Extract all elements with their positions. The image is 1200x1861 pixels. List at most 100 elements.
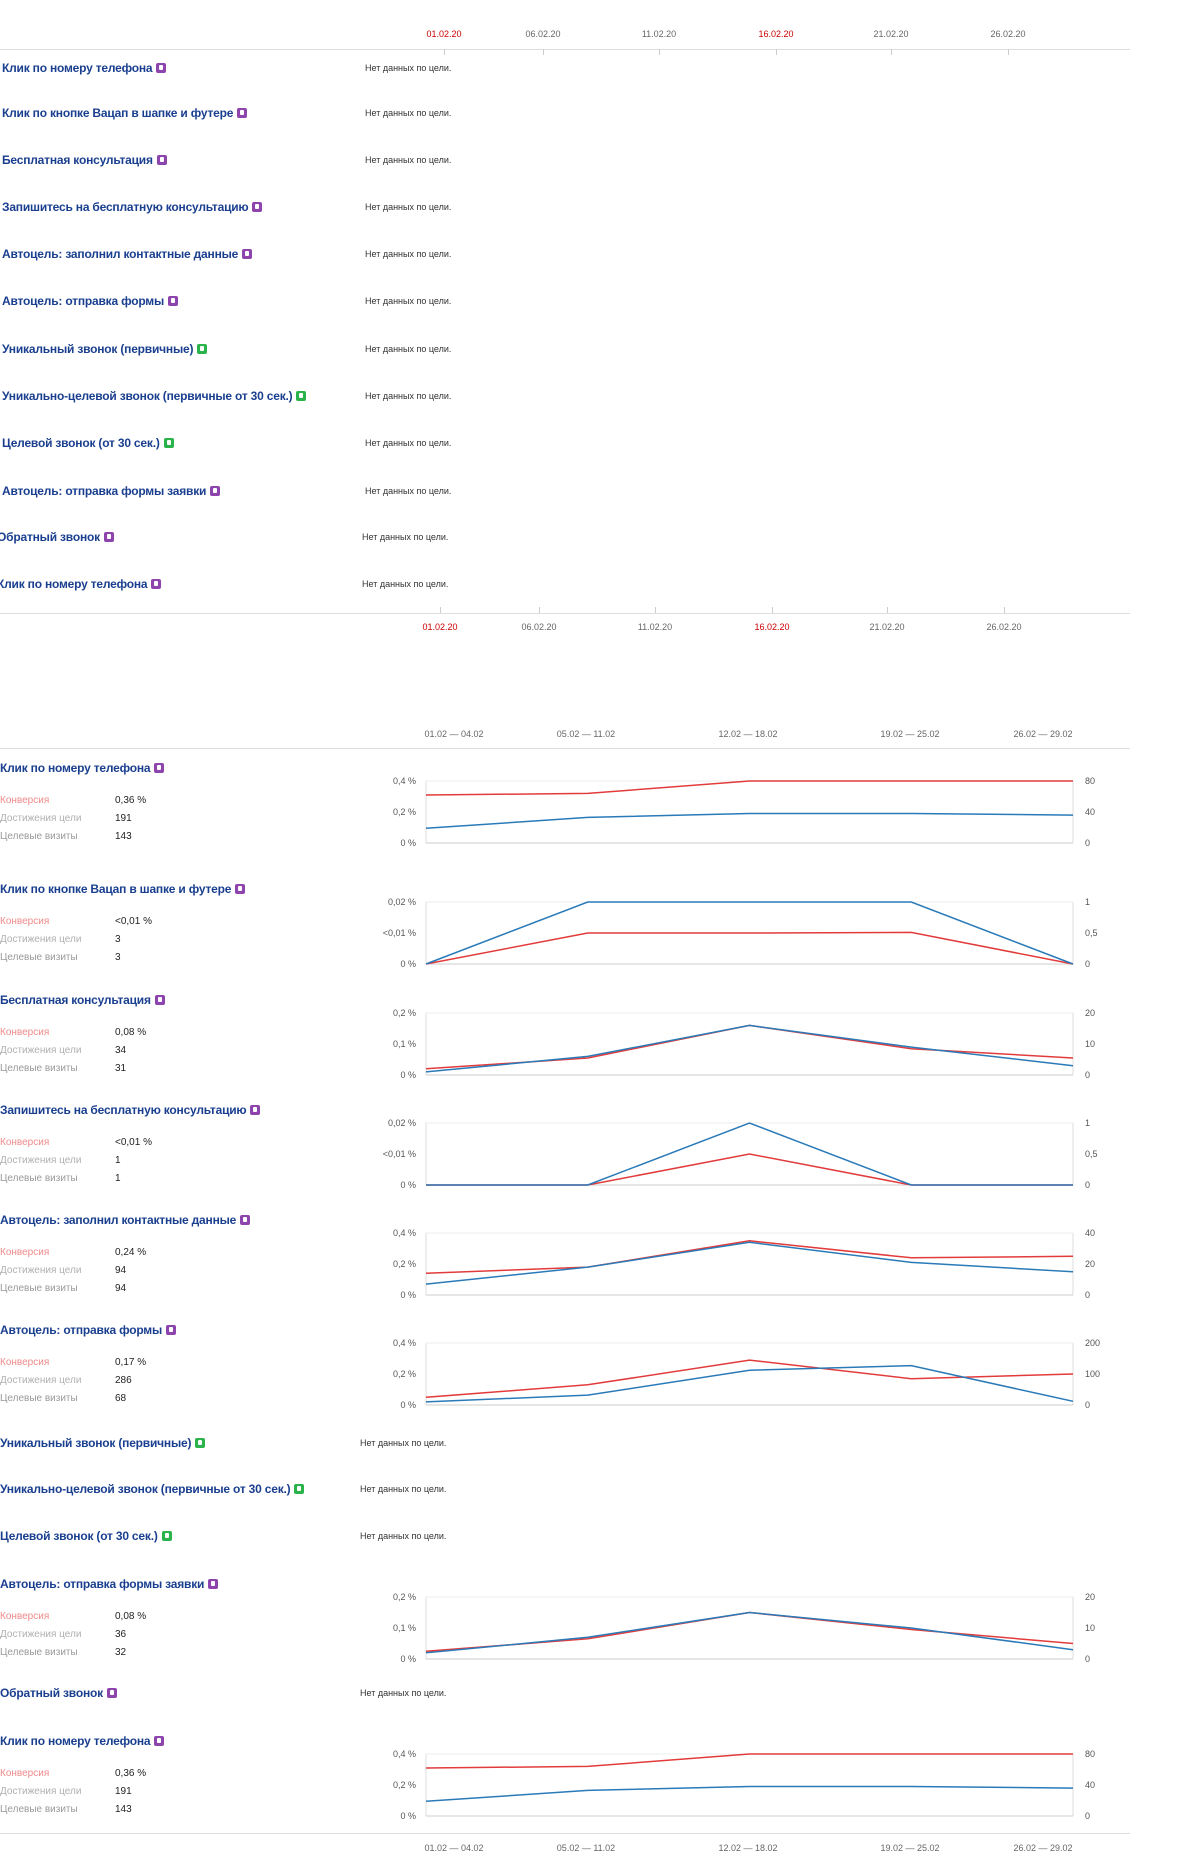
conversion-label: Конверсия xyxy=(0,795,50,806)
goal-link[interactable]: Автоцель: отправка формы xyxy=(2,294,179,308)
left-axis-tick-label: 0,4 % xyxy=(393,1338,416,1348)
left-axis-tick-label: <0,01 % xyxy=(383,1149,416,1159)
right-axis-tick-label: 1 xyxy=(1085,897,1090,907)
conversion-series-line xyxy=(425,780,1073,796)
conversion-label: Конверсия xyxy=(0,1137,50,1148)
bottom-footer-period-axis-line xyxy=(0,1833,1130,1834)
right-axis-tick-label: 10 xyxy=(1085,1039,1095,1049)
goal-name: Уникальный звонок (первичные) xyxy=(2,342,194,356)
bottom-header-period-axis-line xyxy=(0,748,1130,749)
bottom-header-period-label: 12.02 — 18.02 xyxy=(718,729,778,739)
goal-name: Целевой звонок (от 30 сек.) xyxy=(0,1529,158,1543)
goal-link[interactable]: Автоцель: отправка формы заявки xyxy=(2,484,221,498)
top-header-date-label: 06.02.20 xyxy=(525,29,561,39)
goal-name: Автоцель: отправка формы заявки xyxy=(0,1577,205,1591)
goal-link[interactable]: Уникальный звонок (первичные) xyxy=(0,1436,206,1450)
goal-link[interactable]: Автоцель: заполнил контактные данные xyxy=(0,1213,251,1227)
goal-link[interactable]: Клик по кнопке Вацап в шапке и футере xyxy=(2,106,248,120)
goal-link[interactable]: Целевой звонок (от 30 сек.) xyxy=(2,436,174,450)
reaches-series-line xyxy=(425,1611,1074,1654)
reaches-series-line xyxy=(425,1785,1074,1803)
left-axis-tick-label: 0,2 % xyxy=(393,1259,416,1269)
right-axis-tick-label: 80 xyxy=(1085,776,1095,786)
reaches-label: Достижения цели xyxy=(0,1786,82,1797)
goal-link[interactable]: Уникально-целевой звонок (первичные от 3… xyxy=(2,389,307,403)
reaches-value: 36 xyxy=(115,1629,127,1640)
goal-type-icon xyxy=(166,1325,177,1335)
right-axis-tick-label: 0 xyxy=(1085,1070,1090,1080)
goal-link[interactable]: Обратный звонок xyxy=(0,530,114,544)
right-axis-tick-label: 200 xyxy=(1085,1338,1100,1348)
goal-type-icon xyxy=(151,579,162,589)
goal-link[interactable]: Целевой звонок (от 30 сек.) xyxy=(0,1529,172,1543)
conversion-value: 0,36 % xyxy=(115,795,147,806)
goal-link[interactable]: Бесплатная консультация xyxy=(2,153,167,167)
top-header-date-tick xyxy=(444,49,445,55)
goal-name: Автоцель: отправка формы xyxy=(2,294,165,308)
goal-link[interactable]: Автоцель: отправка формы заявки xyxy=(0,1577,219,1591)
top-header-date-label: 26.02.20 xyxy=(990,29,1026,39)
left-axis-tick-label: 0,2 % xyxy=(393,1369,416,1379)
left-axis-tick-label: 0 % xyxy=(400,838,416,848)
conversion-label: Конверсия xyxy=(0,1027,50,1038)
conversion-value: 0,36 % xyxy=(115,1768,147,1779)
left-axis-tick-label: 0 % xyxy=(400,959,416,969)
goal-name: Автоцель: отправка формы заявки xyxy=(2,484,207,498)
conversion-value: <0,01 % xyxy=(115,916,152,927)
goal-link[interactable]: Клик по номеру телефона xyxy=(0,577,162,591)
goal-type-icon xyxy=(240,1215,251,1225)
right-axis-tick-label: 40 xyxy=(1085,1780,1095,1790)
goal-link[interactable]: Бесплатная консультация xyxy=(0,993,165,1007)
goal-line-chart: 0,4 % 0,2 % 0 % 40 20 0 xyxy=(393,1228,1095,1300)
visits-label: Целевые визиты xyxy=(0,1804,78,1815)
no-data-text: Нет данных по цели. xyxy=(365,438,452,448)
left-axis-tick-label: 0,2 % xyxy=(393,1592,416,1602)
goal-link[interactable]: Автоцель: заполнил контактные данные xyxy=(2,247,253,261)
goal-name: Клик по номеру телефона xyxy=(0,577,148,591)
goal-link[interactable]: Клик по номеру телефона xyxy=(2,61,167,75)
visits-value: 94 xyxy=(115,1283,127,1294)
conversion-value: 0,08 % xyxy=(115,1027,147,1038)
conversion-label: Конверсия xyxy=(0,1768,50,1779)
call-tracking-icon xyxy=(197,344,208,354)
no-data-text: Нет данных по цели. xyxy=(365,296,452,306)
goal-link[interactable]: Запишитесь на бесплатную консультацию xyxy=(0,1103,261,1117)
visits-label: Целевые визиты xyxy=(0,952,78,963)
goal-type-icon xyxy=(156,155,167,165)
goal-line-chart: 0,02 % <0,01 % 0 % 1 0,5 0 xyxy=(383,897,1098,969)
top-footer-date-axis-line xyxy=(0,613,1130,614)
goal-link[interactable]: Клик по кнопке Вацап в шапке и футере xyxy=(0,882,246,896)
goal-link[interactable]: Автоцель: отправка формы xyxy=(0,1323,177,1337)
conversion-series-line xyxy=(425,1240,1074,1275)
goal-name: Автоцель: заполнил контактные данные xyxy=(2,247,239,261)
goal-link[interactable]: Клик по номеру телефона xyxy=(0,1734,165,1748)
reaches-series-line xyxy=(425,1241,1074,1285)
right-axis-tick-label: 20 xyxy=(1085,1259,1095,1269)
visits-label: Целевые визиты xyxy=(0,1647,78,1658)
goal-link[interactable]: Клик по номеру телефона xyxy=(0,761,165,775)
goal-link[interactable]: Уникально-целевой звонок (первичные от 3… xyxy=(0,1482,305,1496)
right-axis-tick-label: 0 xyxy=(1085,1290,1090,1300)
left-axis-tick-label: 0 % xyxy=(400,1400,416,1410)
reaches-label: Достижения цели xyxy=(0,1629,82,1640)
goal-name: Бесплатная консультация xyxy=(0,993,151,1007)
top-header-date-tick xyxy=(1008,49,1009,55)
goal-name: Запишитесь на бесплатную консультацию xyxy=(0,1103,247,1117)
conversion-series-line xyxy=(426,1153,1073,1186)
conversion-label: Конверсия xyxy=(0,1611,50,1622)
goal-name: Автоцель: отправка формы xyxy=(0,1323,163,1337)
visits-label: Целевые визиты xyxy=(0,831,78,842)
goal-link[interactable]: Обратный звонок xyxy=(0,1686,117,1700)
goal-type-icon xyxy=(210,486,221,496)
top-footer-date-label: 06.02.20 xyxy=(521,622,557,632)
right-axis-tick-label: 0 xyxy=(1085,838,1090,848)
goal-link[interactable]: Уникальный звонок (первичные) xyxy=(2,342,208,356)
goal-link[interactable]: Запишитесь на бесплатную консультацию xyxy=(2,200,263,214)
goal-type-icon xyxy=(252,202,263,212)
reaches-value: 191 xyxy=(115,1786,132,1797)
visits-value: 68 xyxy=(115,1393,127,1404)
top-header-date-tick xyxy=(659,49,660,55)
goal-name: Бесплатная консультация xyxy=(2,153,153,167)
left-axis-tick-label: 0 % xyxy=(400,1811,416,1821)
left-axis-tick-label: 0,1 % xyxy=(393,1623,416,1633)
